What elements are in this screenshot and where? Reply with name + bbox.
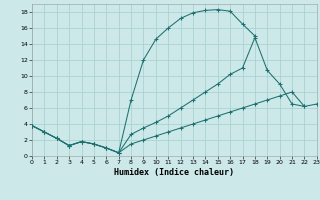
X-axis label: Humidex (Indice chaleur): Humidex (Indice chaleur) — [115, 168, 234, 177]
